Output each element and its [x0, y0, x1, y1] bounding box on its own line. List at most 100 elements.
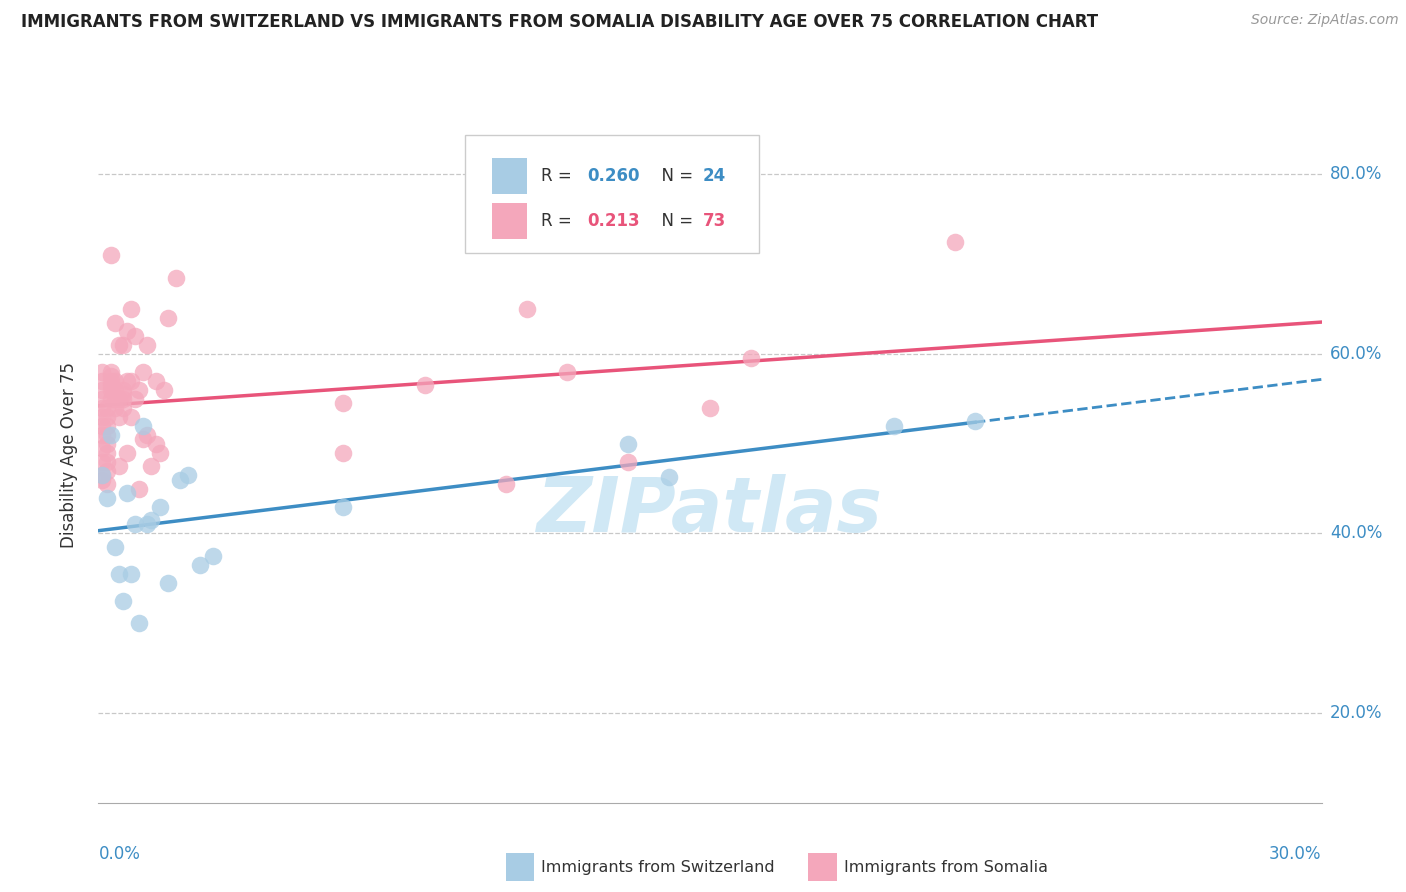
Point	[177, 468, 200, 483]
Point	[96, 464, 118, 478]
Point	[91, 427, 114, 442]
Point	[100, 392, 122, 406]
Text: 20.0%: 20.0%	[1330, 704, 1382, 722]
Point	[124, 517, 146, 532]
Point	[96, 445, 118, 459]
Point	[149, 445, 172, 459]
Y-axis label: Disability Age Over 75: Disability Age Over 75	[59, 362, 77, 548]
Text: 60.0%: 60.0%	[1330, 345, 1382, 363]
Point	[108, 566, 131, 581]
Point	[91, 374, 114, 388]
Text: 73: 73	[703, 212, 725, 230]
Point	[617, 455, 640, 469]
Point	[332, 396, 354, 410]
Point	[100, 369, 122, 384]
Text: 30.0%: 30.0%	[1270, 845, 1322, 863]
Point	[152, 383, 174, 397]
Point	[136, 427, 159, 442]
Point	[169, 473, 191, 487]
FancyBboxPatch shape	[492, 158, 527, 194]
Point	[96, 477, 118, 491]
Point	[96, 455, 118, 469]
Point	[128, 616, 150, 631]
Point	[132, 365, 155, 379]
Text: N =: N =	[651, 167, 699, 185]
Point	[91, 365, 114, 379]
Point	[149, 500, 172, 514]
Point	[96, 491, 118, 505]
Point	[91, 392, 114, 406]
Point	[188, 558, 212, 572]
Point	[115, 325, 138, 339]
Point	[120, 409, 142, 424]
Point	[111, 338, 134, 352]
Text: 0.0%: 0.0%	[98, 845, 141, 863]
Point	[96, 436, 118, 450]
Point	[108, 409, 131, 424]
Point	[111, 387, 134, 401]
Point	[91, 441, 114, 455]
FancyBboxPatch shape	[465, 135, 759, 253]
Point	[658, 470, 681, 484]
Point	[91, 409, 114, 424]
Point	[145, 374, 167, 388]
Point	[91, 401, 114, 415]
Point	[136, 517, 159, 532]
FancyBboxPatch shape	[492, 203, 527, 239]
Point	[120, 566, 142, 581]
Point	[965, 414, 987, 428]
Point	[115, 374, 138, 388]
Point	[104, 383, 127, 397]
Point	[132, 432, 155, 446]
Point	[104, 540, 127, 554]
Point	[108, 338, 131, 352]
Point	[96, 409, 118, 424]
Point	[96, 418, 118, 433]
Point	[740, 351, 762, 366]
Point	[108, 459, 131, 474]
Point	[104, 374, 127, 388]
Point	[104, 392, 127, 406]
Point	[128, 482, 150, 496]
Text: R =: R =	[541, 212, 578, 230]
Point	[555, 365, 579, 379]
Point	[120, 301, 142, 316]
Point	[165, 270, 187, 285]
Point	[91, 418, 114, 433]
Point	[104, 401, 127, 415]
Point	[100, 248, 122, 262]
Point	[883, 418, 905, 433]
Point	[332, 445, 354, 459]
Point	[145, 436, 167, 450]
Point	[115, 445, 138, 459]
Point	[124, 329, 146, 343]
Text: 24: 24	[703, 167, 725, 185]
Point	[201, 549, 224, 563]
Point	[91, 473, 114, 487]
Text: Source: ZipAtlas.com: Source: ZipAtlas.com	[1251, 13, 1399, 28]
Text: 0.213: 0.213	[588, 212, 640, 230]
Point	[100, 427, 122, 442]
Point	[111, 594, 134, 608]
Text: R =: R =	[541, 167, 578, 185]
Point	[943, 235, 966, 249]
Point	[104, 316, 127, 330]
Text: 40.0%: 40.0%	[1330, 524, 1382, 542]
Text: N =: N =	[651, 212, 699, 230]
Point	[96, 427, 118, 442]
Point	[516, 301, 538, 316]
Point	[495, 477, 517, 491]
Text: Immigrants from Switzerland: Immigrants from Switzerland	[541, 860, 775, 874]
Point	[128, 383, 150, 397]
Point	[111, 392, 134, 406]
Point	[132, 418, 155, 433]
Point	[699, 401, 721, 415]
Point	[124, 392, 146, 406]
Point	[100, 378, 122, 392]
Point	[91, 468, 114, 483]
Text: 0.260: 0.260	[588, 167, 640, 185]
Point	[111, 383, 134, 397]
Point	[100, 374, 122, 388]
Point	[156, 575, 179, 590]
Point	[136, 338, 159, 352]
